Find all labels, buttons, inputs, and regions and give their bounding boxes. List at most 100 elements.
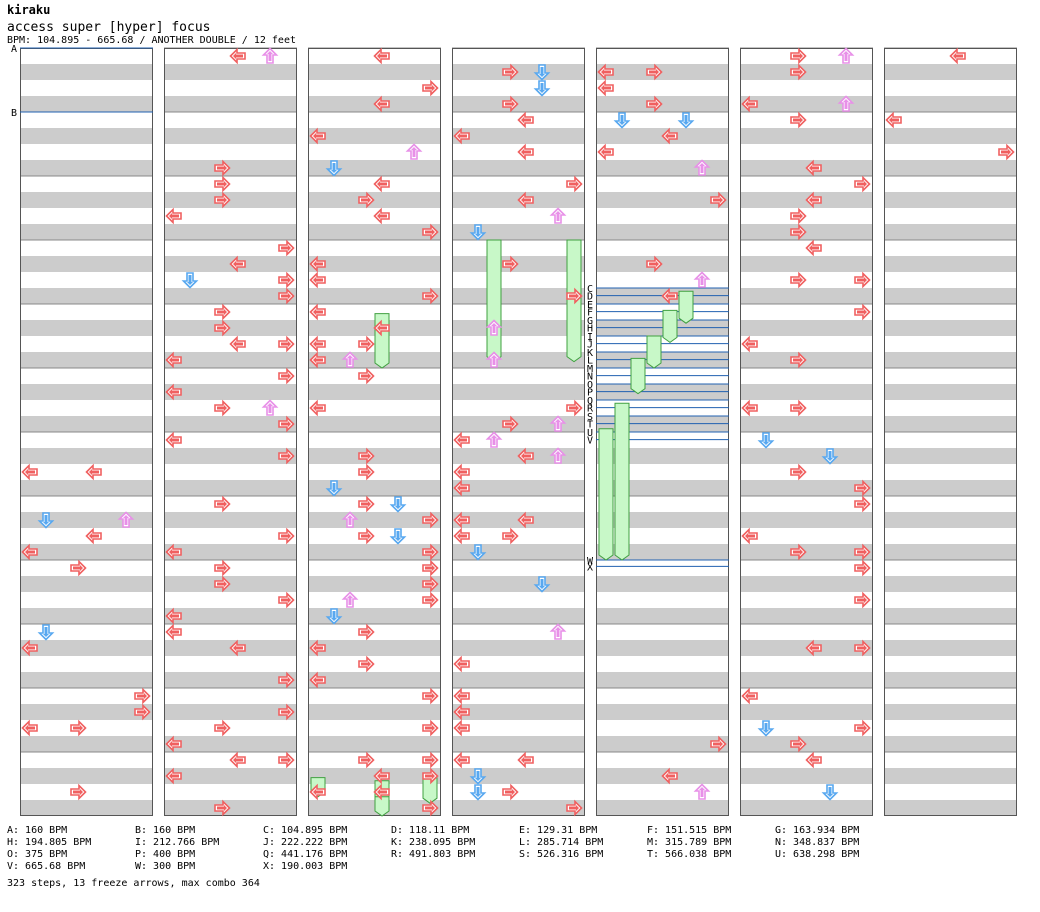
left-arrow-icon (741, 527, 758, 545)
bpm-change-label: B (11, 108, 17, 119)
left-arrow-icon (165, 351, 182, 369)
chart-column-3 (308, 47, 441, 816)
right-arrow-icon (854, 495, 871, 513)
song-artist: kiraku (7, 3, 51, 17)
left-arrow-icon (373, 207, 390, 225)
right-arrow-icon (134, 687, 151, 705)
right-arrow-icon (70, 559, 87, 577)
left-arrow-icon (805, 239, 822, 257)
bpm-legend-entry: N: 348.837 BPM (775, 837, 860, 848)
bpm-legend-entry: C: 104.895 BPM (263, 825, 348, 836)
left-arrow-icon (453, 527, 470, 545)
left-arrow-icon (21, 463, 38, 481)
bpm-legend-entry: I: 212.766 BPM (135, 837, 220, 848)
bpm-legend-entry: L: 285.714 BPM (519, 837, 604, 848)
right-arrow-icon (998, 143, 1015, 161)
up-arrow-icon (261, 47, 279, 64)
right-arrow-icon (710, 735, 727, 753)
bpm-change-label: N (587, 372, 593, 383)
right-arrow-icon (358, 655, 375, 673)
bpm-legend-entry: T: 566.038 BPM (647, 849, 732, 860)
down-arrow-icon (469, 544, 487, 561)
left-arrow-icon (597, 79, 614, 97)
chart-summary: 323 steps, 13 freeze arrows, max combo 3… (7, 878, 260, 889)
bpm-change-label: J (587, 340, 593, 351)
up-arrow-icon (549, 447, 567, 464)
right-arrow-icon (854, 303, 871, 321)
up-arrow-icon (117, 511, 135, 528)
left-arrow-icon (373, 47, 390, 65)
left-arrow-icon (805, 159, 822, 177)
down-arrow-icon (325, 160, 343, 177)
right-arrow-icon (422, 79, 439, 97)
right-arrow-icon (566, 399, 583, 417)
left-arrow-icon (229, 255, 246, 273)
down-arrow-icon (533, 64, 551, 81)
left-arrow-icon (21, 543, 38, 561)
right-arrow-icon (278, 415, 295, 433)
bpm-change-label: K (587, 348, 593, 359)
bpm-change-label: O (587, 380, 593, 391)
bpm-change-label: M (587, 364, 593, 375)
chart-meta: BPM: 104.895 - 665.68 / ANOTHER DOUBLE /… (7, 35, 296, 46)
bpm-change-label: T (587, 420, 593, 431)
up-arrow-icon (261, 399, 279, 416)
right-arrow-icon (358, 495, 375, 513)
bpm-legend-entry: U: 638.298 BPM (775, 849, 860, 860)
left-arrow-icon (309, 127, 326, 145)
freeze-arrow (374, 796, 390, 817)
left-arrow-icon (661, 287, 678, 305)
left-arrow-icon (517, 111, 534, 129)
down-arrow-icon (757, 432, 775, 449)
right-arrow-icon (278, 751, 295, 769)
right-arrow-icon (790, 399, 807, 417)
right-arrow-icon (502, 255, 519, 273)
bpm-legend-row: V: 665.68 BPM W: 300 BPM X: 190.003 BPM (7, 861, 903, 873)
right-arrow-icon (854, 271, 871, 289)
bpm-legend-entry: E: 129.31 BPM (519, 825, 598, 836)
left-arrow-icon (741, 335, 758, 353)
down-arrow-icon (37, 624, 55, 641)
left-arrow-icon (165, 607, 182, 625)
up-arrow-icon (837, 47, 855, 64)
right-arrow-icon (214, 799, 231, 817)
right-arrow-icon (278, 527, 295, 545)
left-arrow-icon (373, 319, 390, 337)
bpm-change-label: C (587, 284, 593, 295)
down-arrow-icon (325, 608, 343, 625)
down-arrow-icon (469, 784, 487, 801)
left-arrow-icon (453, 751, 470, 769)
bpm-legend-entry: A: 160 BPM (7, 825, 68, 836)
bpm-legend-entry: J: 222.222 BPM (263, 837, 348, 848)
left-arrow-icon (661, 127, 678, 145)
bpm-legend-entry: F: 151.515 BPM (647, 825, 732, 836)
right-arrow-icon (214, 719, 231, 737)
right-arrow-icon (278, 671, 295, 689)
down-arrow-icon (821, 784, 839, 801)
down-arrow-icon (821, 448, 839, 465)
bpm-legend-entry: P: 400 BPM (135, 849, 196, 860)
down-arrow-icon (533, 80, 551, 97)
left-arrow-icon (373, 175, 390, 193)
right-arrow-icon (854, 559, 871, 577)
left-arrow-icon (517, 191, 534, 209)
left-arrow-icon (165, 767, 182, 785)
right-arrow-icon (214, 399, 231, 417)
left-arrow-icon (21, 719, 38, 737)
left-arrow-icon (453, 431, 470, 449)
right-arrow-icon (278, 287, 295, 305)
right-arrow-icon (790, 271, 807, 289)
left-arrow-icon (517, 143, 534, 161)
freeze-arrow (486, 239, 502, 363)
right-arrow-icon (422, 559, 439, 577)
left-arrow-icon (309, 639, 326, 657)
right-arrow-icon (566, 799, 583, 817)
down-arrow-icon (469, 768, 487, 785)
right-arrow-icon (854, 175, 871, 193)
up-arrow-icon (549, 415, 567, 432)
bpm-legend-entry: O: 375 BPM (7, 849, 68, 860)
left-arrow-icon (453, 719, 470, 737)
bpm-change-label: A (11, 44, 17, 55)
freeze-arrow (598, 428, 614, 561)
right-arrow-icon (214, 303, 231, 321)
